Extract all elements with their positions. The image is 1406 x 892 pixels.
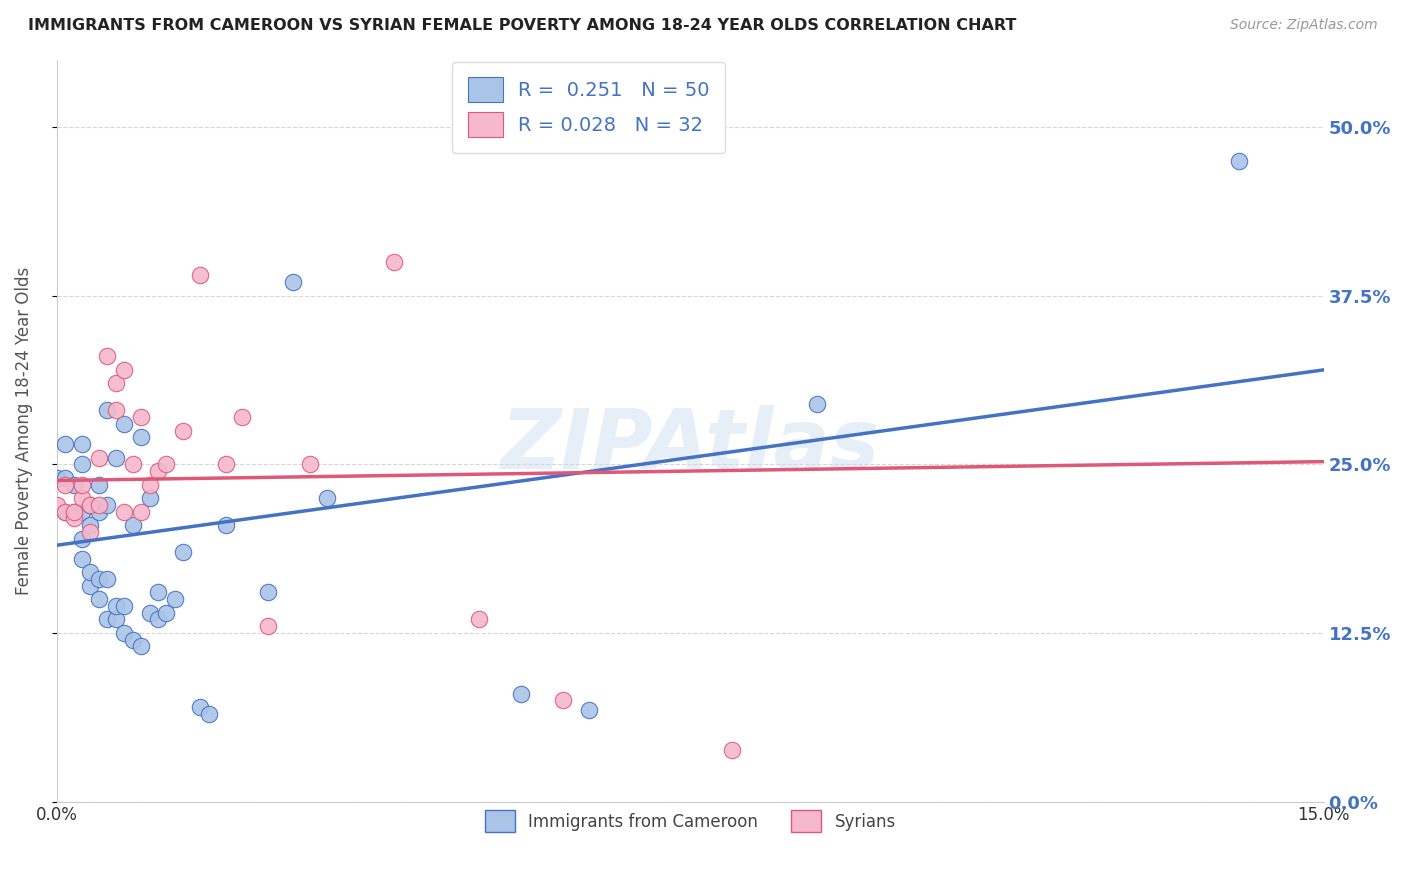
Point [1227,153,1250,168]
Point [721,743,744,757]
Point [163,592,186,607]
Point [45,498,67,512]
Point [468,612,491,626]
Point [53,437,76,451]
Point [231,410,253,425]
Point [553,693,575,707]
Point [197,706,219,721]
Point [155,458,177,472]
Point [281,275,304,289]
Point [104,599,127,613]
Point [87,450,110,465]
Point [87,477,110,491]
Point [172,545,194,559]
Point [62,511,84,525]
Point [298,458,321,472]
Point [146,464,169,478]
Point [146,585,169,599]
Point [79,579,101,593]
Point [112,504,135,518]
Point [112,417,135,431]
Point [87,592,110,607]
Text: Source: ZipAtlas.com: Source: ZipAtlas.com [1230,18,1378,32]
Point [112,626,135,640]
Point [70,437,93,451]
Point [70,504,93,518]
Point [79,566,101,580]
Point [96,350,118,364]
Point [112,363,135,377]
Point [256,585,278,599]
Point [316,491,339,505]
Text: IMMIGRANTS FROM CAMEROON VS SYRIAN FEMALE POVERTY AMONG 18-24 YEAR OLDS CORRELAT: IMMIGRANTS FROM CAMEROON VS SYRIAN FEMAL… [28,18,1017,33]
Point [214,518,236,533]
Point [62,504,84,518]
Point [146,612,169,626]
Point [188,268,211,283]
Legend: Immigrants from Cameroon, Syrians: Immigrants from Cameroon, Syrians [471,797,910,846]
Point [129,504,152,518]
Point [256,619,278,633]
Point [384,255,406,269]
Point [121,518,143,533]
Point [188,700,211,714]
Point [53,471,76,485]
Point [214,458,236,472]
Text: ZIPAtlas: ZIPAtlas [501,405,880,486]
Point [578,703,600,717]
Point [96,403,118,417]
Point [70,532,93,546]
Point [62,477,84,491]
Point [70,491,93,505]
Point [53,504,76,518]
Y-axis label: Female Poverty Among 18-24 Year Olds: Female Poverty Among 18-24 Year Olds [15,267,32,595]
Point [104,403,127,417]
Point [70,551,93,566]
Point [53,477,76,491]
Point [45,471,67,485]
Point [70,458,93,472]
Point [104,450,127,465]
Point [121,632,143,647]
Point [104,612,127,626]
Point [62,504,84,518]
Point [70,477,93,491]
Point [129,430,152,444]
Point [121,458,143,472]
Point [87,504,110,518]
Point [155,606,177,620]
Point [79,518,101,533]
Point [138,491,160,505]
Point [53,504,76,518]
Point [96,498,118,512]
Point [87,498,110,512]
Point [79,498,101,512]
Point [96,612,118,626]
Point [112,599,135,613]
Point [104,376,127,391]
Point [79,524,101,539]
Point [129,640,152,654]
Point [510,687,533,701]
Point [87,572,110,586]
Point [806,396,828,410]
Point [138,477,160,491]
Point [138,606,160,620]
Point [129,410,152,425]
Point [172,424,194,438]
Point [79,498,101,512]
Point [96,572,118,586]
